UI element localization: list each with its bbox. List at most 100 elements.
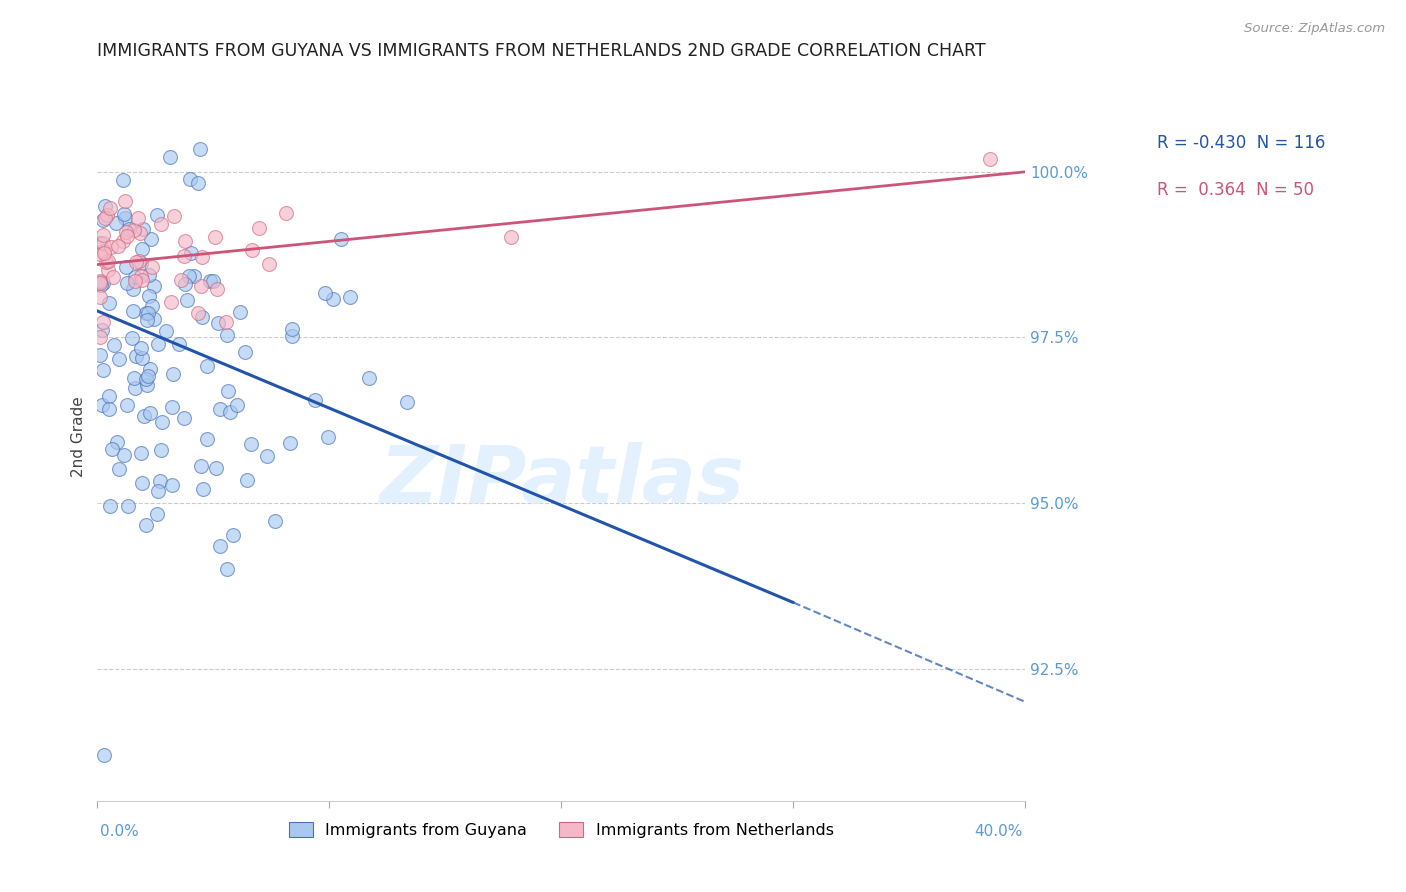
- Point: [93, 747, 115, 762]
- Point: [162, 368, 184, 382]
- Point: [135, 372, 157, 386]
- Point: [190, 310, 212, 325]
- Point: [247, 221, 270, 235]
- Point: [236, 473, 259, 487]
- Point: [233, 345, 256, 359]
- Point: [101, 269, 124, 284]
- Point: [226, 399, 249, 413]
- Point: [136, 306, 159, 320]
- Point: [135, 306, 157, 320]
- Point: [187, 176, 209, 190]
- Point: [141, 260, 163, 274]
- Point: [136, 313, 159, 327]
- Point: [90, 398, 112, 412]
- Point: [101, 442, 124, 456]
- Point: [155, 324, 177, 338]
- Point: [173, 249, 195, 263]
- Point: [91, 227, 114, 242]
- Point: [146, 208, 169, 222]
- Point: [141, 299, 163, 313]
- Point: [91, 316, 114, 330]
- Text: IMMIGRANTS FROM GUYANA VS IMMIGRANTS FROM NETHERLANDS 2ND GRADE CORRELATION CHAR: IMMIGRANTS FROM GUYANA VS IMMIGRANTS FRO…: [97, 42, 986, 60]
- Point: [142, 312, 165, 326]
- Point: [93, 363, 115, 377]
- Point: [94, 254, 117, 268]
- Point: [96, 254, 118, 268]
- Point: [205, 461, 228, 475]
- Point: [97, 262, 120, 277]
- Point: [117, 276, 139, 290]
- Point: [93, 246, 115, 260]
- Point: [208, 540, 231, 554]
- Legend: Immigrants from Guyana, Immigrants from Netherlands: Immigrants from Guyana, Immigrants from …: [283, 816, 841, 844]
- Point: [124, 381, 146, 395]
- Point: [131, 242, 153, 256]
- Point: [90, 278, 112, 293]
- Point: [215, 562, 238, 576]
- Point: [114, 211, 136, 225]
- Point: [316, 430, 339, 444]
- Point: [100, 239, 122, 253]
- Point: [229, 305, 252, 319]
- Point: [124, 371, 146, 385]
- Point: [314, 286, 336, 301]
- Point: [139, 362, 162, 376]
- Point: [131, 272, 153, 286]
- Point: [129, 268, 152, 283]
- Point: [129, 342, 152, 356]
- Point: [278, 435, 301, 450]
- Point: [176, 293, 198, 307]
- Point: [89, 330, 111, 344]
- Point: [396, 394, 419, 409]
- Point: [115, 225, 138, 239]
- Point: [97, 295, 120, 310]
- Point: [138, 268, 160, 282]
- Y-axis label: 2nd Grade: 2nd Grade: [72, 396, 86, 477]
- Point: [91, 213, 114, 227]
- Point: [93, 211, 115, 225]
- Point: [136, 369, 159, 384]
- Point: [160, 478, 183, 492]
- Point: [117, 398, 139, 412]
- Point: [89, 290, 111, 304]
- Point: [141, 232, 163, 246]
- Point: [91, 235, 114, 250]
- Point: [138, 289, 160, 303]
- Point: [112, 234, 135, 248]
- Text: Source: ZipAtlas.com: Source: ZipAtlas.com: [1244, 22, 1385, 36]
- Point: [124, 270, 146, 285]
- Point: [122, 304, 145, 318]
- Point: [129, 256, 152, 270]
- Point: [202, 274, 225, 288]
- Point: [162, 209, 184, 223]
- Point: [239, 437, 262, 451]
- Point: [89, 276, 111, 290]
- Point: [304, 392, 326, 407]
- Point: [329, 232, 352, 246]
- Point: [150, 415, 173, 429]
- Point: [256, 450, 278, 464]
- Point: [190, 458, 212, 473]
- Point: [139, 406, 162, 420]
- Point: [222, 528, 245, 542]
- Point: [190, 250, 212, 264]
- Point: [117, 499, 139, 513]
- Point: [131, 222, 153, 236]
- Point: [149, 443, 172, 458]
- Point: [121, 282, 143, 296]
- Point: [89, 247, 111, 261]
- Point: [173, 235, 195, 249]
- Point: [218, 405, 240, 419]
- Point: [104, 216, 127, 230]
- Point: [142, 279, 165, 293]
- Point: [128, 253, 150, 268]
- Point: [111, 173, 134, 187]
- Point: [134, 409, 156, 424]
- Point: [89, 347, 111, 361]
- Point: [188, 142, 211, 156]
- Point: [187, 306, 209, 320]
- Point: [89, 275, 111, 289]
- Text: R = -0.430  N = 116: R = -0.430 N = 116: [1157, 135, 1326, 153]
- Point: [198, 273, 221, 287]
- Point: [281, 329, 304, 343]
